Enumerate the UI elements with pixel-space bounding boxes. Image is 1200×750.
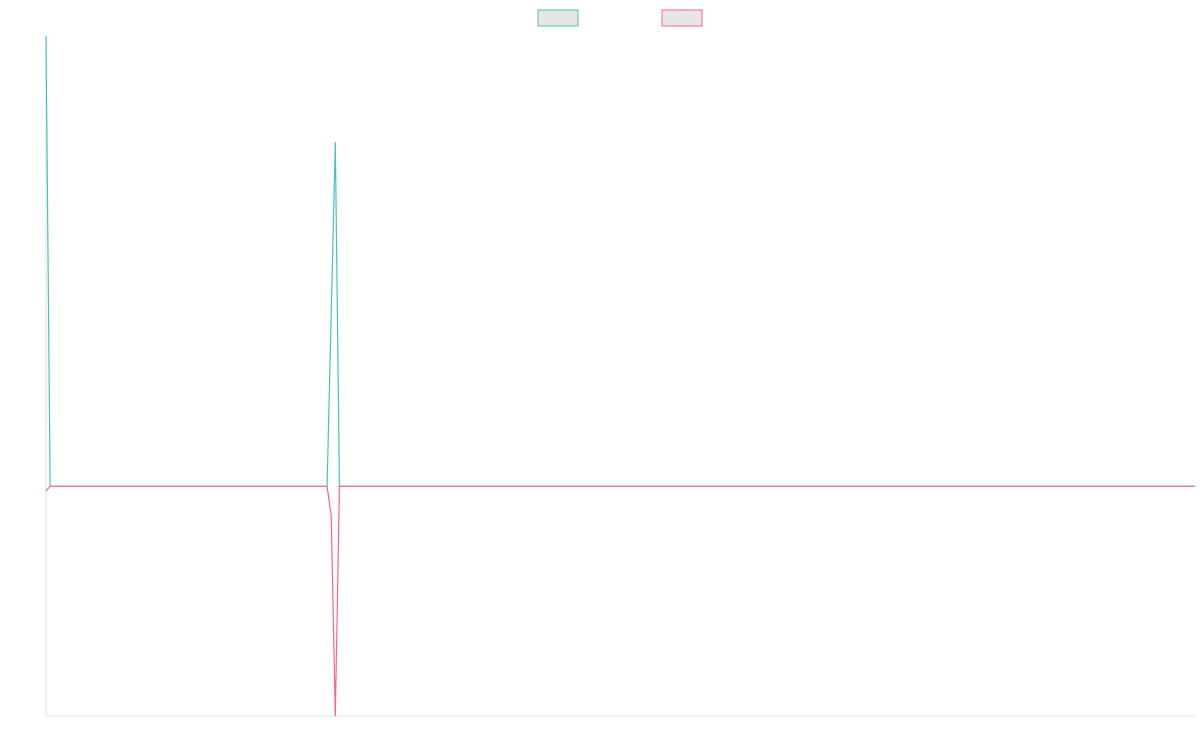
legend-swatch[interactable]: [661, 9, 703, 27]
series-line: [45, 35, 1195, 487]
series-line: [45, 485, 1195, 717]
legend-swatch[interactable]: [537, 9, 579, 27]
